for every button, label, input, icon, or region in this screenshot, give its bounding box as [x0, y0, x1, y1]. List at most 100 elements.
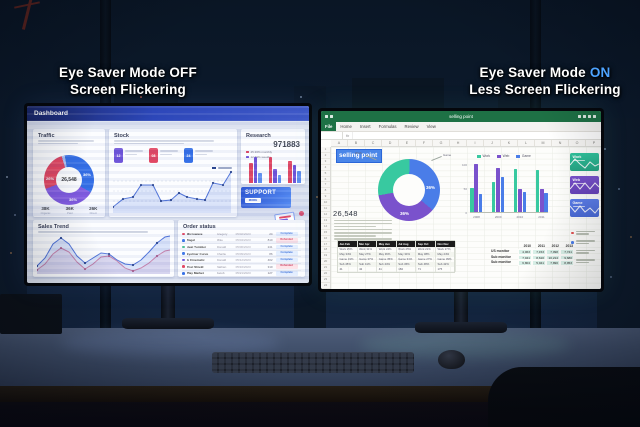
cell: Game 39% [436, 257, 456, 263]
table-row[interactable]: Sub 45% Sub 41% Sub 44% Sub 45% Sub 48% Sub 4… [338, 262, 456, 268]
window-controls[interactable] [578, 115, 596, 118]
summary-row[interactable]: Sub monitor 6,804 5,041 7,890 8,953 [491, 260, 574, 266]
row-header[interactable]: 18 [321, 247, 330, 254]
x-label-bar [249, 184, 260, 186]
header-cell: Jan Feb [338, 241, 358, 247]
row-header[interactable]: 17 [321, 242, 330, 248]
row-header[interactable]: 14 [321, 224, 330, 230]
bar-group [491, 167, 505, 212]
stock-chart-legend [212, 167, 232, 169]
tab-view[interactable]: View [426, 124, 436, 129]
column-header[interactable]: D [382, 140, 399, 146]
bar [470, 188, 474, 212]
cell: Work 25% [397, 247, 417, 253]
monitor-left: Dashboard Traffic 26,548 36% 36% 26% 38K… [24, 103, 312, 286]
monitor-stand-base [122, 318, 214, 329]
row-header[interactable]: 12 [321, 212, 330, 218]
row-header[interactable]: 11 [321, 206, 330, 212]
column-header[interactable]: H [450, 140, 467, 146]
stat-value: 38K [41, 206, 50, 211]
tab-insert[interactable]: Insert [359, 124, 371, 129]
sheet-bar-chart [470, 164, 548, 213]
row-header[interactable]: 16 [321, 236, 330, 242]
bar [292, 165, 296, 183]
table-row[interactable]: Post Shield Nathan 05/16/2023 310 Refunded [182, 264, 301, 271]
table-row[interactable]: G Cinematic Donald 05/12/2023 402 Complete [182, 257, 301, 264]
summary-header-row: 2010 2011 2012 2013 [491, 244, 574, 249]
table-row[interactable]: Game 31% Game 37% Game 35% Game 31% Game 27%… [338, 257, 456, 263]
table-row[interactable]: 41 42 41 184 71 175 [338, 267, 456, 273]
row-header[interactable]: 15 [321, 230, 330, 236]
row-header[interactable]: 22 [321, 271, 330, 277]
donut-callout-left: Work [355, 151, 362, 155]
cell: 41 [338, 267, 358, 273]
table-row[interactable]: Play Market Jacob 05/21/2023 127 Complete [182, 271, 301, 278]
table-row[interactable]: Eyeliner Curve Charlie 05/09/2023 86 Complet… [182, 251, 301, 258]
card-subtitle-bar [572, 206, 585, 207]
row-header[interactable]: 5 [321, 171, 330, 177]
row-header[interactable]: 24 [321, 283, 330, 289]
sheet-grid[interactable]: selling point 36% 36% Work Game 26,548 W… [331, 147, 601, 289]
bar [474, 164, 478, 212]
column-header[interactable]: O [569, 140, 586, 146]
tab-file[interactable]: File [321, 122, 337, 131]
order-customer: Mike [216, 238, 223, 243]
tab-formulas[interactable]: Formulas [378, 124, 397, 129]
column-header[interactable]: P [586, 140, 601, 146]
summary-row[interactable]: US monitor 4,063 7,153 7,098 7,741 [491, 249, 574, 255]
legend-label: Work [482, 154, 491, 158]
support-button[interactable]: MORE [245, 198, 261, 203]
row-header[interactable]: 4 [321, 165, 330, 171]
active-cell[interactable]: selling point [336, 149, 382, 163]
row-header[interactable]: 3 [321, 159, 330, 165]
name-box[interactable] [321, 132, 343, 139]
column-header[interactable]: F [416, 140, 433, 146]
monitor-right: selling point File Home Insert Formulas Revi… [318, 108, 604, 292]
y-tick: 50 [463, 187, 467, 191]
column-header[interactable]: K [501, 140, 518, 146]
column-header[interactable]: J [484, 140, 501, 146]
research-x-labels [249, 184, 297, 186]
row-header[interactable]: 20 [321, 259, 330, 266]
tab-review[interactable]: Review [404, 124, 419, 129]
row-header[interactable]: 13 [321, 218, 330, 224]
bar [277, 175, 281, 183]
row-header[interactable]: 23 [321, 277, 330, 283]
column-header[interactable]: I [467, 140, 484, 146]
row-header[interactable]: 10 [321, 200, 330, 207]
tab-home[interactable]: Home [340, 124, 352, 129]
order-date: 05/06/2023 [235, 244, 251, 249]
row-header[interactable]: 6 [321, 177, 330, 183]
table-row[interactable]: May 34% May 27% May 36% May 34% May 38% May 2… [338, 252, 456, 258]
donut-center-value: 26,548 [56, 167, 82, 193]
column-header[interactable]: G [433, 140, 450, 146]
row-header[interactable]: 2 [321, 153, 330, 159]
legend-swatch [246, 150, 249, 154]
table-row[interactable]: Work 25% Work 31% Work 24% Work 25% Work 21%… [338, 247, 456, 253]
row-header[interactable]: 21 [321, 265, 330, 272]
summary-row[interactable]: Sub monitor 7,041 8,610 10,214 9,680 [491, 254, 574, 261]
formula-bar[interactable]: fx [321, 132, 601, 140]
cell: Game 35% [377, 257, 397, 263]
row-headers: 1 2 3 4 5 6 7 8 9 10 11 12 13 14 15 16 17 18 19 20 21 22 23 24 [321, 147, 331, 289]
table-row[interactable]: Heat Tumbler Ronald 05/06/2023 241 Complete [182, 244, 301, 251]
column-header[interactable]: M [535, 140, 552, 146]
cell: Work 24% [377, 247, 397, 253]
row-header[interactable]: 1 [321, 147, 330, 153]
row-header[interactable]: 8 [321, 188, 330, 195]
data-table: Jan Feb Mar Apr May Jun Jul Aug Sep Oct Nov D… [337, 240, 456, 274]
column-header[interactable]: A [331, 140, 348, 146]
row-header[interactable]: 9 [321, 194, 330, 201]
column-header[interactable]: B [348, 140, 365, 146]
support-label: SUPPORT [245, 190, 277, 196]
table-row[interactable]: Microwave Gregory 05/02/2023 24 Complete [182, 231, 301, 238]
column-header[interactable]: L [518, 140, 535, 146]
traffic-stat: 26K Direct [89, 206, 97, 215]
row-header[interactable]: 7 [321, 182, 330, 189]
table-row[interactable]: Bagel Mike 05/04/2023 810 Refunded [182, 238, 301, 245]
column-header[interactable]: N [552, 140, 569, 146]
row-header[interactable]: 19 [321, 253, 330, 260]
desk-edge [0, 386, 640, 403]
column-header[interactable]: C [365, 140, 382, 146]
column-header[interactable]: E [399, 140, 416, 146]
